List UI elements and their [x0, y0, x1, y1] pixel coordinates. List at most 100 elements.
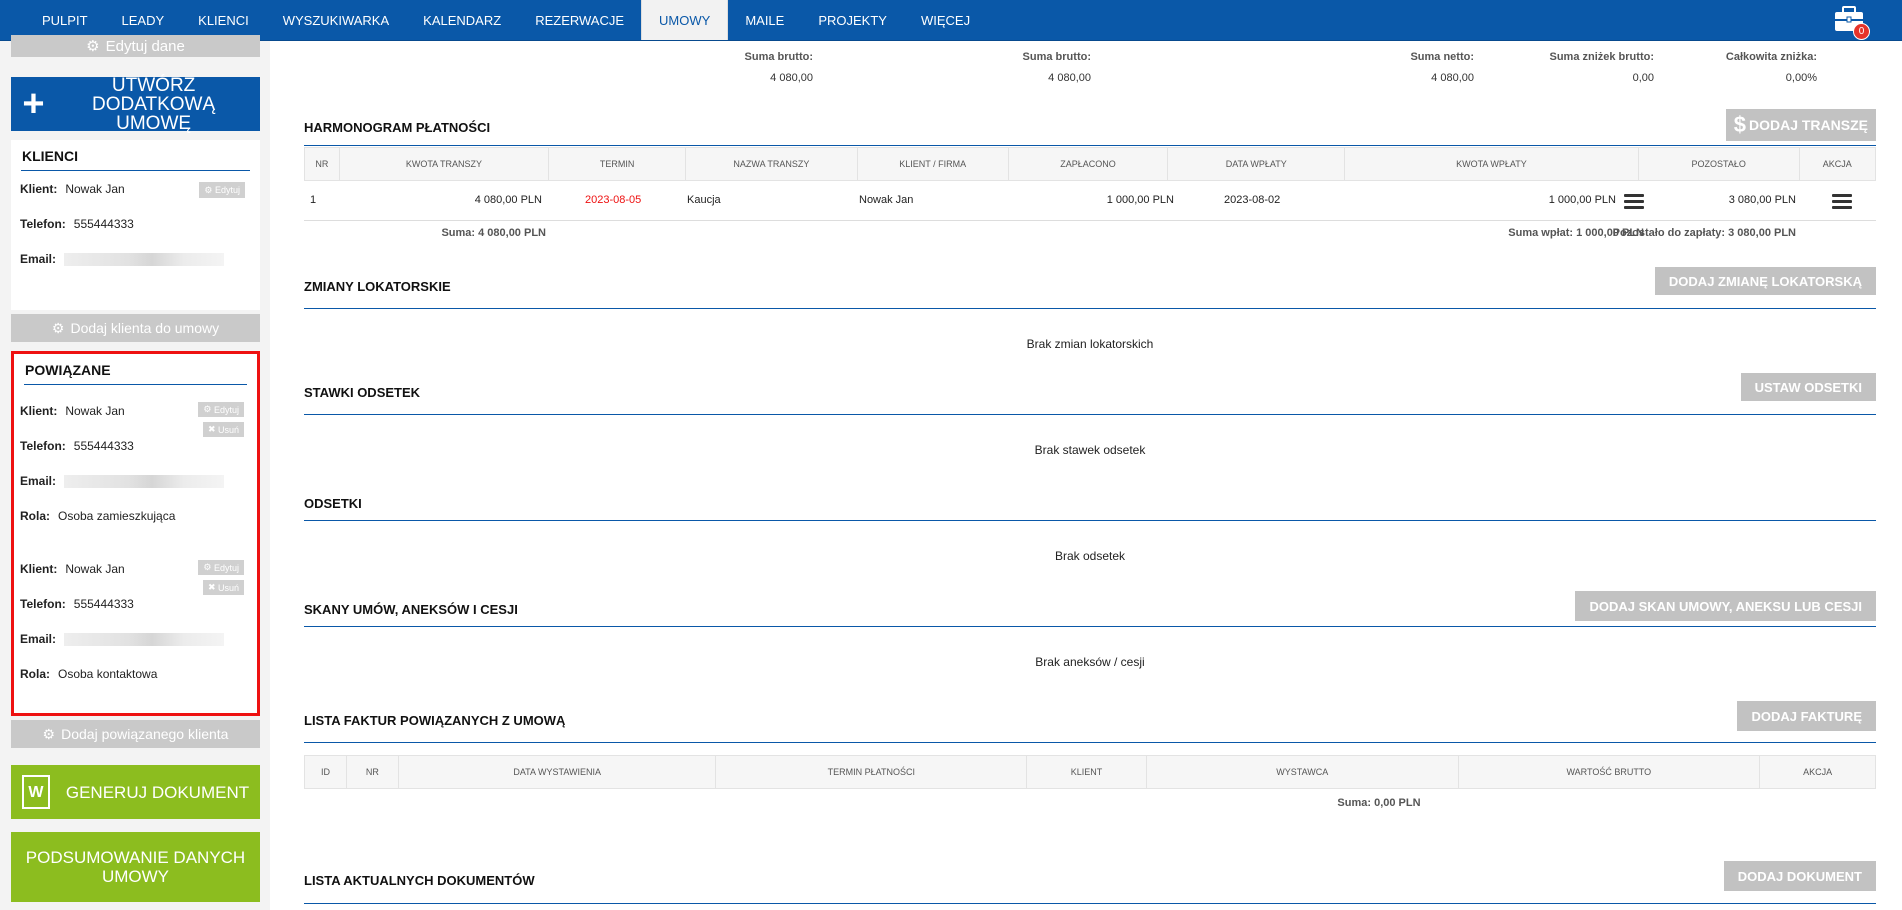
section-divider: [304, 308, 1876, 309]
col-due-date: TERMIN PŁATNOŚCI: [716, 756, 1028, 788]
gear-icon: ⚙: [51, 319, 65, 336]
col-pay-date: DATA WPŁATY: [1168, 148, 1346, 180]
gear-icon: ⚙: [204, 184, 215, 195]
remove-related-button[interactable]: ✖ Usuń: [202, 580, 244, 595]
row-action-menu-icon[interactable]: [1832, 194, 1852, 212]
scans-empty: Brak aneksów / cesji: [1035, 655, 1145, 669]
edit-related-button[interactable]: ⚙ Edytuj: [198, 560, 244, 575]
nav-wyszukiwarka[interactable]: WYSZUKIWARKA: [282, 12, 390, 28]
related-phone-value: 555444333: [73, 597, 134, 611]
cell-client: Nowak Jan: [859, 194, 914, 206]
col-issuer: WYSTAWCA: [1147, 756, 1459, 788]
related-phone-value: 555444333: [73, 439, 134, 453]
close-icon: ✖: [207, 582, 218, 592]
sidebar: ⚙ Edytuj dane + UTWÓRZ DODATKOWĄ UMOWĘ KL…: [0, 35, 270, 910]
nav-klienci[interactable]: KLIENCI: [198, 12, 249, 28]
client-value: Nowak Jan: [65, 182, 125, 196]
section-divider: [304, 145, 1876, 146]
section-divider: [304, 903, 1876, 904]
related-client-label: Klient:: [20, 404, 58, 418]
scans-title: SKANY UMÓW, ANEKSÓW I CESJI: [304, 602, 518, 617]
summary-label: Całkowita zniżka:: [1725, 51, 1817, 63]
cell-term: 2023-08-05: [585, 194, 642, 206]
add-client-button[interactable]: ⚙ Dodaj klienta do umowy: [11, 314, 260, 342]
interest-rates-title: STAWKI ODSETEK: [304, 385, 421, 400]
nav-rezerwacje[interactable]: REZERWACJE: [535, 12, 625, 28]
related-email-redacted: [64, 632, 225, 646]
phone-value: 555444333: [73, 217, 134, 231]
generate-document-button[interactable]: W GENERUJ DOKUMENT: [11, 765, 260, 819]
add-tenant-change-button[interactable]: DODAJ ZMIANĘ LOKATORSKĄ: [1654, 267, 1876, 295]
section-divider: [304, 520, 1876, 521]
contract-summary-button[interactable]: PODSUMOWANIE DANYCH UMOWY: [11, 832, 260, 902]
col-client: KLIENT / FIRMA: [858, 148, 1009, 180]
edit-related-button[interactable]: ⚙ Edytuj: [198, 402, 244, 417]
cell-amount: 4 080,00 PLN: [474, 194, 542, 206]
add-installment-button[interactable]: $ DODAJ TRANSZĘ: [1725, 109, 1876, 141]
related-title: POWIĄZANE: [24, 354, 247, 385]
nav-leady[interactable]: LEADY: [121, 12, 165, 28]
related-role-value: Osoba kontaktowa: [58, 667, 158, 681]
email-value-redacted: [64, 252, 225, 266]
related-client-label: Klient:: [20, 562, 58, 576]
col-gross-value: WARTOŚĆ BRUTTO: [1459, 756, 1761, 788]
summary-value: 0,00%: [1785, 72, 1817, 84]
briefcase-icon[interactable]: 0: [1834, 6, 1870, 40]
cell-paid: 1 000,00 PLN: [1106, 194, 1174, 206]
edit-client-button[interactable]: ⚙ Edytuj: [199, 182, 245, 198]
payment-menu-icon[interactable]: [1624, 194, 1644, 212]
gear-icon: ⚙: [203, 562, 214, 572]
related-phone-label: Telefon:: [20, 439, 66, 453]
summary-value: 0,00: [1632, 72, 1654, 84]
add-scan-button[interactable]: DODAJ SKAN UMOWY, ANEKSU LUB CESJI: [1575, 591, 1876, 621]
nav-kalendarz[interactable]: KALENDARZ: [423, 12, 502, 28]
summary-label: Suma brutto:: [1022, 51, 1091, 63]
nav-pulpit[interactable]: PULPIT: [42, 12, 88, 28]
main-content: Suma brutto: 4 080,00 Suma brutto: 4 080,0…: [304, 41, 1876, 910]
gear-icon: ⚙: [86, 38, 100, 55]
section-divider: [304, 626, 1876, 627]
create-contract-button[interactable]: + UTWÓRZ DODATKOWĄ UMOWĘ: [11, 76, 260, 133]
client-label: Klient:: [20, 182, 58, 196]
remove-related-button[interactable]: ✖ Usuń: [202, 422, 244, 437]
col-nr: NR: [305, 148, 340, 180]
col-amount: KWOTA TRANSZY: [340, 148, 550, 180]
dollar-icon: $: [1733, 112, 1746, 137]
edit-data-button[interactable]: ⚙ Edytuj dane: [11, 35, 260, 57]
plus-icon: +: [22, 83, 45, 125]
nav-projekty[interactable]: PROJEKTY: [818, 12, 887, 28]
section-divider: [304, 414, 1876, 415]
col-action: AKCJA: [1803, 767, 1833, 777]
add-related-label: Dodaj powiązanego klienta: [61, 726, 229, 742]
summary-gross-1: Suma brutto: 4 080,00: [745, 51, 813, 84]
summary-value: 4 080,00: [1048, 72, 1091, 84]
nav-maile[interactable]: MAILE: [745, 12, 785, 28]
schedule-paid-sum: Suma wpłat: 1 000,00 PLN: [1508, 227, 1644, 239]
col-action: AKCJA: [1822, 159, 1852, 169]
summary-discounts: Suma zniżek brutto: 0,00: [1549, 51, 1654, 84]
phone-label: Telefon:: [20, 217, 66, 231]
add-installment-label: DODAJ TRANSZĘ: [1748, 117, 1868, 133]
cell-pay-date: 2023-08-02: [1224, 194, 1281, 206]
col-pay-amount: KWOTA WPŁATY: [1345, 148, 1639, 180]
nav-umowy[interactable]: UMOWY: [641, 0, 729, 40]
top-navigation: PULPIT LEADY KLIENCI WYSZUKIWARKA KALEND…: [0, 0, 1902, 41]
related-email-label: Email:: [20, 474, 57, 488]
related-role-value: Osoba zamieszkująca: [58, 509, 176, 523]
related-role-label: Rola:: [20, 509, 50, 523]
payment-schedule-title: HARMONOGRAM PŁATNOŚCI: [304, 120, 491, 135]
edit-data-label: Edytuj dane: [105, 37, 185, 55]
col-client: KLIENT: [1027, 756, 1147, 788]
summary-value: 4 080,00: [770, 72, 813, 84]
close-icon: ✖: [207, 424, 218, 434]
related-client-value: Nowak Jan: [65, 562, 125, 576]
add-document-button[interactable]: DODAJ DOKUMENT: [1723, 861, 1876, 891]
nav-wiecej[interactable]: WIĘCEJ: [920, 12, 971, 28]
table-row: 1 4 080,00 PLN 2023-08-05 Kaucja Nowak J…: [304, 181, 1876, 221]
add-invoice-button[interactable]: DODAJ FAKTURĘ: [1737, 701, 1876, 731]
email-label: Email:: [20, 252, 57, 266]
cell-nr: 1: [310, 194, 317, 206]
add-related-client-button[interactable]: ⚙ Dodaj powiązanego klienta: [11, 720, 260, 748]
set-interest-button[interactable]: USTAW ODSETKI: [1740, 373, 1876, 401]
clients-panel: KLIENCI Klient: Nowak Jan ⚙ Edytuj Telefo…: [11, 140, 260, 310]
